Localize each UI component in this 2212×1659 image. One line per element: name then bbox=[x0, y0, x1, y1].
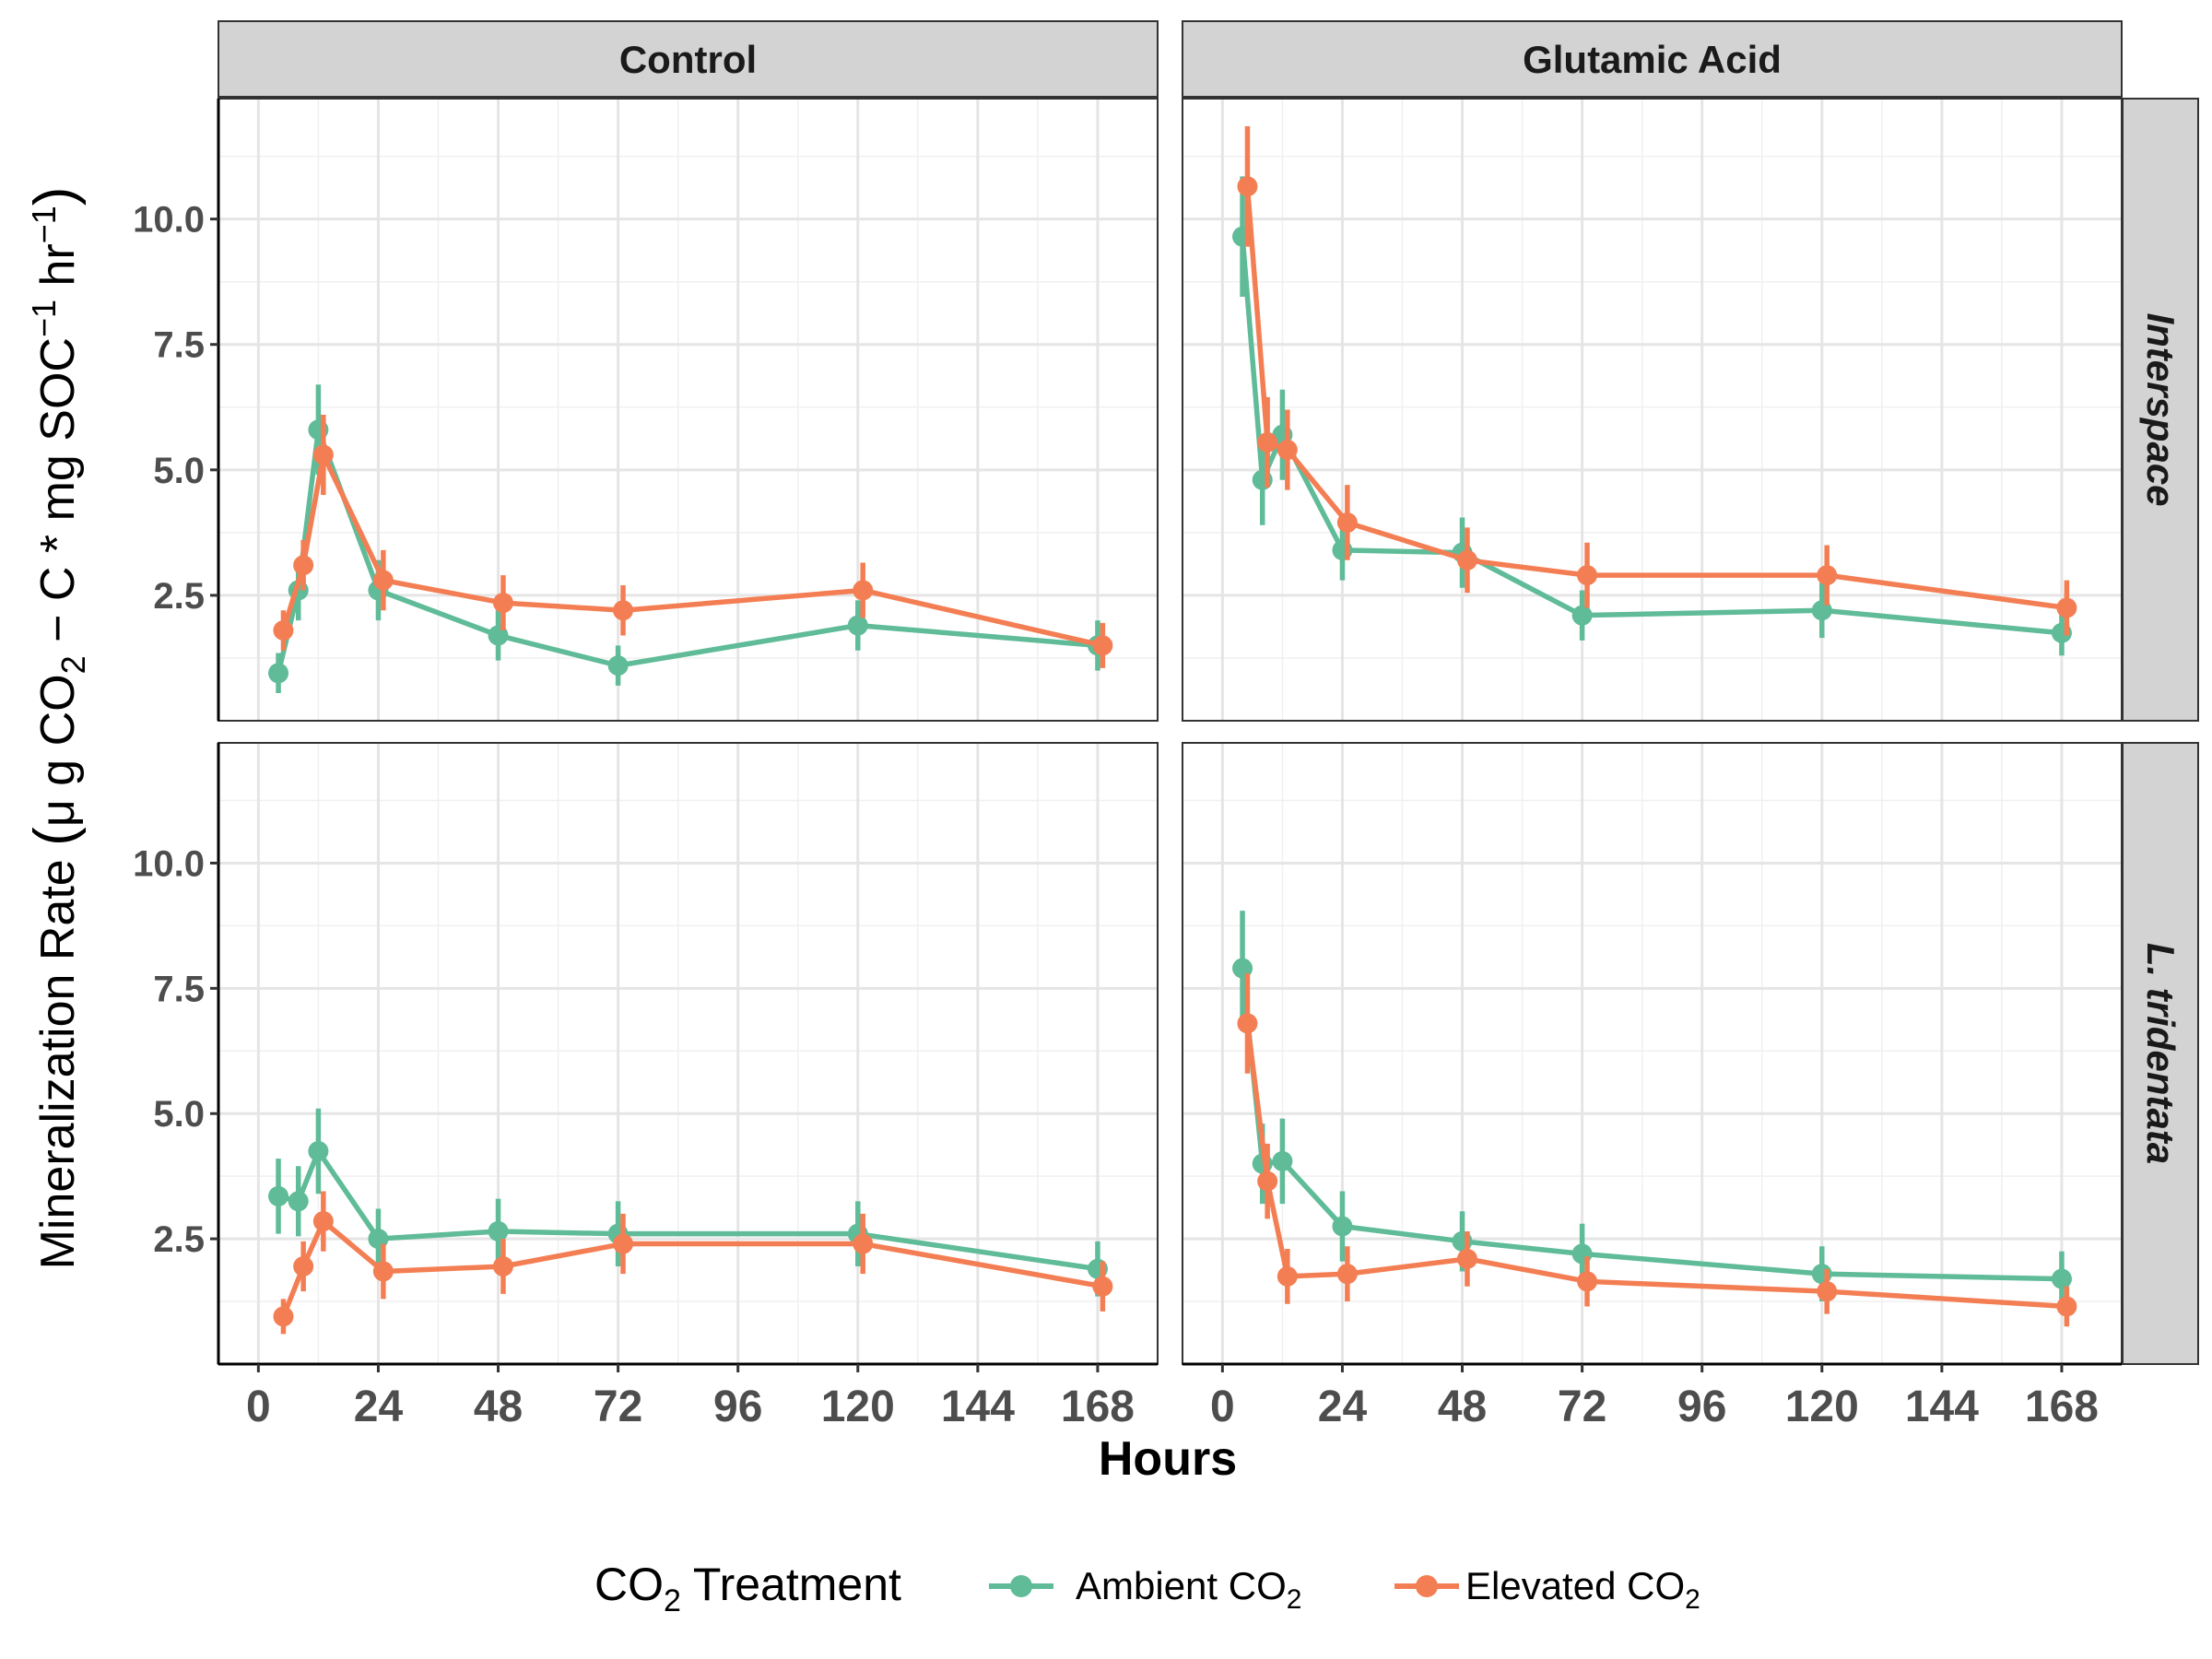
y-tick-label: 7.5 bbox=[153, 325, 205, 366]
series-elevated-line bbox=[1244, 1023, 2067, 1310]
y-tick-label: 7.5 bbox=[153, 969, 205, 1009]
series-elevated-point bbox=[312, 444, 334, 465]
x-tick-label: 0 bbox=[1210, 1382, 1235, 1431]
y-tick-label: 10.0 bbox=[133, 843, 205, 884]
y-tick-label: 5.0 bbox=[153, 1094, 205, 1135]
series-ambient-point bbox=[308, 1140, 329, 1161]
series-elevated-point bbox=[1336, 512, 1358, 533]
series-elevated-point bbox=[1237, 176, 1258, 197]
series-elevated-point bbox=[492, 1256, 513, 1277]
strip-label-glutamic-acid: Glutamic Acid bbox=[1523, 38, 1782, 81]
series-elevated-point bbox=[2056, 1296, 2077, 1317]
series-ambient-point bbox=[1272, 1150, 1293, 1171]
x-tick-label: 168 bbox=[2025, 1382, 2099, 1431]
series-elevated-point bbox=[613, 600, 634, 621]
x-tick-label: 144 bbox=[941, 1382, 1015, 1431]
panel-control-interspace-background bbox=[218, 99, 1158, 721]
series-elevated-point bbox=[1577, 1271, 1598, 1292]
panel-glutamic-acid-l-tridentata-background bbox=[1182, 743, 2122, 1364]
series-elevated-point bbox=[293, 1256, 314, 1277]
panel-control-interspace: 2.5 5.0 7.5 10.0 bbox=[133, 98, 1159, 722]
series-ambient-point bbox=[607, 655, 629, 677]
panel-control-l-tridentata: 2.5 5.0 7.5 10.0 0 24 48 72 96 120 144 168 bbox=[133, 742, 1159, 1431]
panel-glutamic-acid-interspace bbox=[1182, 98, 2123, 722]
x-tick-label: 120 bbox=[821, 1382, 895, 1431]
y-tick-label: 2.5 bbox=[153, 1219, 205, 1260]
series-ambient-point bbox=[1332, 1216, 1353, 1237]
x-tick-label: 0 bbox=[246, 1382, 271, 1431]
panel-control-l-tridentata-background bbox=[218, 743, 1158, 1364]
series-elevated-point bbox=[1257, 1171, 1278, 1192]
series-elevated-point bbox=[2056, 597, 2077, 618]
x-tick-label: 24 bbox=[354, 1382, 404, 1431]
series-elevated-point bbox=[1092, 635, 1113, 656]
series-ambient-point bbox=[288, 1191, 309, 1212]
x-tick-label: 24 bbox=[1318, 1382, 1368, 1431]
series-ambient-point bbox=[2051, 1268, 2072, 1289]
series-elevated-point bbox=[853, 1233, 874, 1254]
strip-l-tridentata bbox=[2122, 742, 2199, 1365]
series-elevated-point bbox=[613, 1233, 634, 1254]
x-tick-label: 48 bbox=[474, 1382, 523, 1431]
series-elevated-point bbox=[273, 1306, 294, 1327]
series-elevated-point bbox=[492, 593, 513, 614]
x-tick-label: 144 bbox=[1905, 1382, 1979, 1431]
series-elevated-point bbox=[1456, 549, 1477, 571]
legend-ambient-label: Ambient CO2 bbox=[1076, 1564, 1301, 1615]
series-elevated-point bbox=[1257, 431, 1278, 453]
strip-label-control: Control bbox=[619, 38, 757, 81]
series-elevated-point bbox=[1817, 565, 1838, 586]
series-elevated-point bbox=[1817, 1281, 1838, 1302]
series-elevated-point bbox=[273, 620, 294, 641]
legend: CO2 Treatment Ambient CO2 Elevated CO2 bbox=[594, 1559, 1700, 1618]
series-elevated-point bbox=[853, 580, 874, 601]
x-tick-label: 72 bbox=[1558, 1382, 1606, 1431]
strip-label-interspace: Interspace bbox=[2139, 312, 2183, 506]
y-tick-label: 2.5 bbox=[153, 576, 205, 617]
series-ambient-point bbox=[488, 1220, 509, 1241]
legend-title: CO2 Treatment bbox=[594, 1559, 901, 1618]
series-elevated-point bbox=[1277, 440, 1298, 461]
legend-elevated-marker bbox=[1416, 1575, 1438, 1597]
x-tick-label: 96 bbox=[713, 1382, 762, 1431]
strip-glutamic-acid bbox=[1182, 20, 2123, 98]
x-axis-title: Hours bbox=[1099, 1432, 1237, 1486]
legend-ambient-marker bbox=[1010, 1575, 1032, 1597]
strip-control bbox=[218, 20, 1159, 98]
legend-elevated-label: Elevated CO2 bbox=[1465, 1564, 1700, 1615]
series-elevated-point bbox=[1277, 1265, 1298, 1287]
x-tick-label: 96 bbox=[1677, 1382, 1726, 1431]
series-elevated-point bbox=[293, 555, 314, 576]
panel-glutamic-acid-l-tridentata: 0 24 48 72 96 120 144 168 bbox=[1182, 742, 2123, 1431]
series-elevated-point bbox=[312, 1211, 334, 1232]
series-elevated-line bbox=[280, 452, 1103, 649]
strip-label-l-tridentata: L. tridentata bbox=[2139, 943, 2183, 1164]
x-tick-label: 168 bbox=[1061, 1382, 1135, 1431]
series-elevated-point bbox=[1456, 1248, 1477, 1269]
y-tick-label: 5.0 bbox=[153, 451, 205, 491]
x-tick-label: 48 bbox=[1438, 1382, 1487, 1431]
panels-layer: Control Glutamic Acid Interspace L. trident… bbox=[133, 20, 2199, 1431]
panel-glutamic-acid-interspace-background bbox=[1182, 99, 2122, 721]
panel-glutamic-acid-interspace-border bbox=[1182, 98, 2123, 722]
series-elevated-point bbox=[372, 1261, 394, 1282]
strip-interspace bbox=[2122, 98, 2199, 722]
series-elevated-point bbox=[1336, 1264, 1358, 1285]
series-ambient-point bbox=[1571, 605, 1593, 626]
series-ambient-point bbox=[847, 615, 868, 636]
y-axis-title: Mineralization Rate (μ g CO2 − C * mg SO… bbox=[23, 187, 92, 1270]
y-tick-label: 10.0 bbox=[133, 200, 205, 241]
series-elevated-point bbox=[1092, 1276, 1113, 1297]
series-ambient-point bbox=[268, 663, 289, 684]
x-tick-label: 120 bbox=[1785, 1382, 1859, 1431]
series-elevated-point bbox=[372, 570, 394, 591]
series-elevated-point bbox=[1237, 1013, 1258, 1034]
x-tick-label: 72 bbox=[594, 1382, 642, 1431]
series-ambient-point bbox=[268, 1185, 289, 1206]
series-elevated-point bbox=[1577, 565, 1598, 586]
